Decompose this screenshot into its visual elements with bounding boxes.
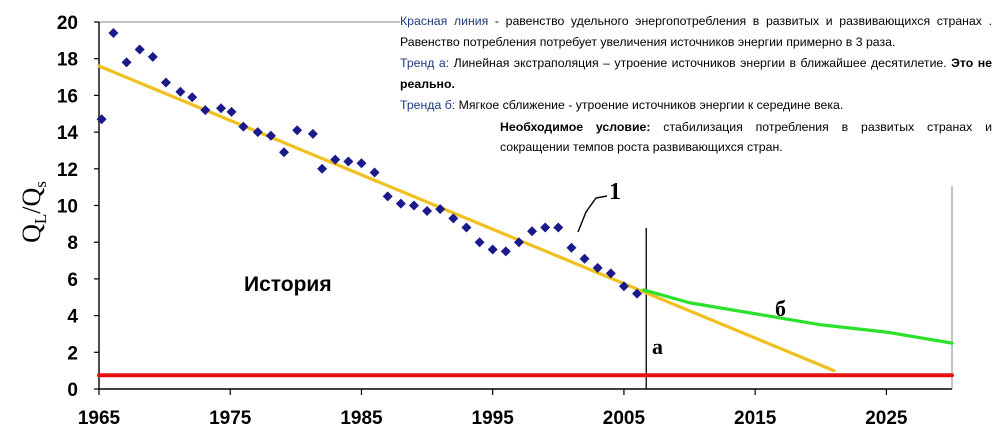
data-point <box>618 281 629 292</box>
data-point <box>448 213 459 224</box>
data-point <box>540 222 551 233</box>
data-point <box>108 28 119 39</box>
data-point <box>435 204 446 215</box>
y-tick-label: 4 <box>67 307 78 328</box>
note-red-line-text: - равенство удельного энергопотребления … <box>400 14 992 49</box>
data-point <box>252 127 263 138</box>
data-point <box>292 125 303 136</box>
data-point <box>200 105 211 116</box>
data-point <box>500 246 511 257</box>
note-red-line: Красная линия - равенство удельного энер… <box>400 11 992 52</box>
data-point <box>317 163 328 174</box>
y-tick-label: 0 <box>67 380 78 401</box>
note-condition-bold: Необходимое условие: <box>500 119 651 134</box>
note-trend-a-text: Линейная экстраполяция – утроение источн… <box>449 56 952 70</box>
data-point <box>134 44 145 55</box>
x-tick-label: 2025 <box>865 408 908 429</box>
data-point <box>265 130 276 141</box>
data-point <box>408 200 419 211</box>
note-trend-b-text: Мягкое сближение - утроение источников э… <box>455 98 844 112</box>
data-point <box>632 288 643 299</box>
data-point <box>395 198 406 209</box>
data-point <box>369 167 380 178</box>
axes <box>94 21 953 395</box>
x-tick-label: 2005 <box>603 408 646 429</box>
data-point <box>343 156 354 167</box>
x-tick-label: 1985 <box>340 408 383 429</box>
data-point <box>330 154 341 165</box>
data-point <box>579 253 590 264</box>
data-point <box>147 51 158 62</box>
data-point <box>121 57 132 68</box>
annotations: История 1 а б <box>244 179 786 359</box>
data-point <box>96 114 107 125</box>
y-tick-label: 14 <box>57 123 79 144</box>
line-1-pointer <box>577 195 608 233</box>
y-tick-label: 12 <box>57 160 78 181</box>
history-label: История <box>244 273 332 296</box>
note-condition: Необходимое условие: стабилизация потреб… <box>400 117 992 158</box>
y-tick-label: 8 <box>67 233 78 254</box>
data-point <box>307 128 318 139</box>
data-point <box>382 191 393 202</box>
data-point <box>160 77 171 88</box>
data-point <box>487 244 498 255</box>
data-points <box>96 28 643 299</box>
note-red-line-label: Красная линия <box>400 14 489 28</box>
data-point <box>461 222 472 233</box>
y-axis-label: QL/Qs <box>17 181 50 243</box>
label-a: а <box>652 334 663 359</box>
note-trend-a-bold: Это не реально. <box>400 56 992 91</box>
data-point <box>566 242 577 253</box>
trend-b-line <box>642 288 954 345</box>
x-tick-label: 1965 <box>78 408 121 429</box>
label-b: б <box>775 296 786 321</box>
trend-a-line <box>97 64 836 373</box>
y-tick-label: 2 <box>67 343 78 364</box>
y-tick-label: 10 <box>57 197 78 218</box>
data-point <box>592 262 603 273</box>
data-point <box>356 158 367 169</box>
legend-note: Красная линия - равенство удельного энер… <box>400 11 992 159</box>
note-trend-a: Тренд а: Линейная экстраполяция – утроен… <box>400 53 992 94</box>
data-point <box>474 237 485 248</box>
data-point <box>238 121 249 132</box>
data-point <box>216 103 227 114</box>
data-point <box>187 92 198 103</box>
y-tick-labels: 0 2 4 6 8 10 12 14 16 18 20 <box>57 13 79 401</box>
data-point <box>527 226 538 237</box>
data-point <box>605 268 616 279</box>
y-tick-label: 16 <box>57 86 78 107</box>
data-point <box>175 86 186 97</box>
line-1-label: 1 <box>609 179 621 205</box>
x-tick-labels: 1965 1975 1985 1995 2005 2015 2025 <box>78 408 908 429</box>
note-trend-a-label: Тренд а: <box>400 56 450 70</box>
y-tick-label: 6 <box>67 270 78 291</box>
note-trend-b-label: Тренда б: <box>400 98 456 112</box>
data-point <box>279 147 290 158</box>
data-point <box>513 237 524 248</box>
note-trend-b: Тренда б: Мягкое сближение - утроение ис… <box>400 95 992 116</box>
data-point <box>422 206 433 217</box>
note-condition-text: стабилизация потребления в развитых стра… <box>500 119 992 155</box>
data-point <box>553 222 564 233</box>
y-tick-label: 18 <box>57 50 78 71</box>
y-tick-label: 20 <box>57 13 78 34</box>
trend-lines <box>97 64 954 378</box>
data-point <box>226 106 237 117</box>
x-tick-label: 1995 <box>472 408 515 429</box>
x-tick-label: 2015 <box>734 408 777 429</box>
x-tick-label: 1975 <box>209 408 252 429</box>
